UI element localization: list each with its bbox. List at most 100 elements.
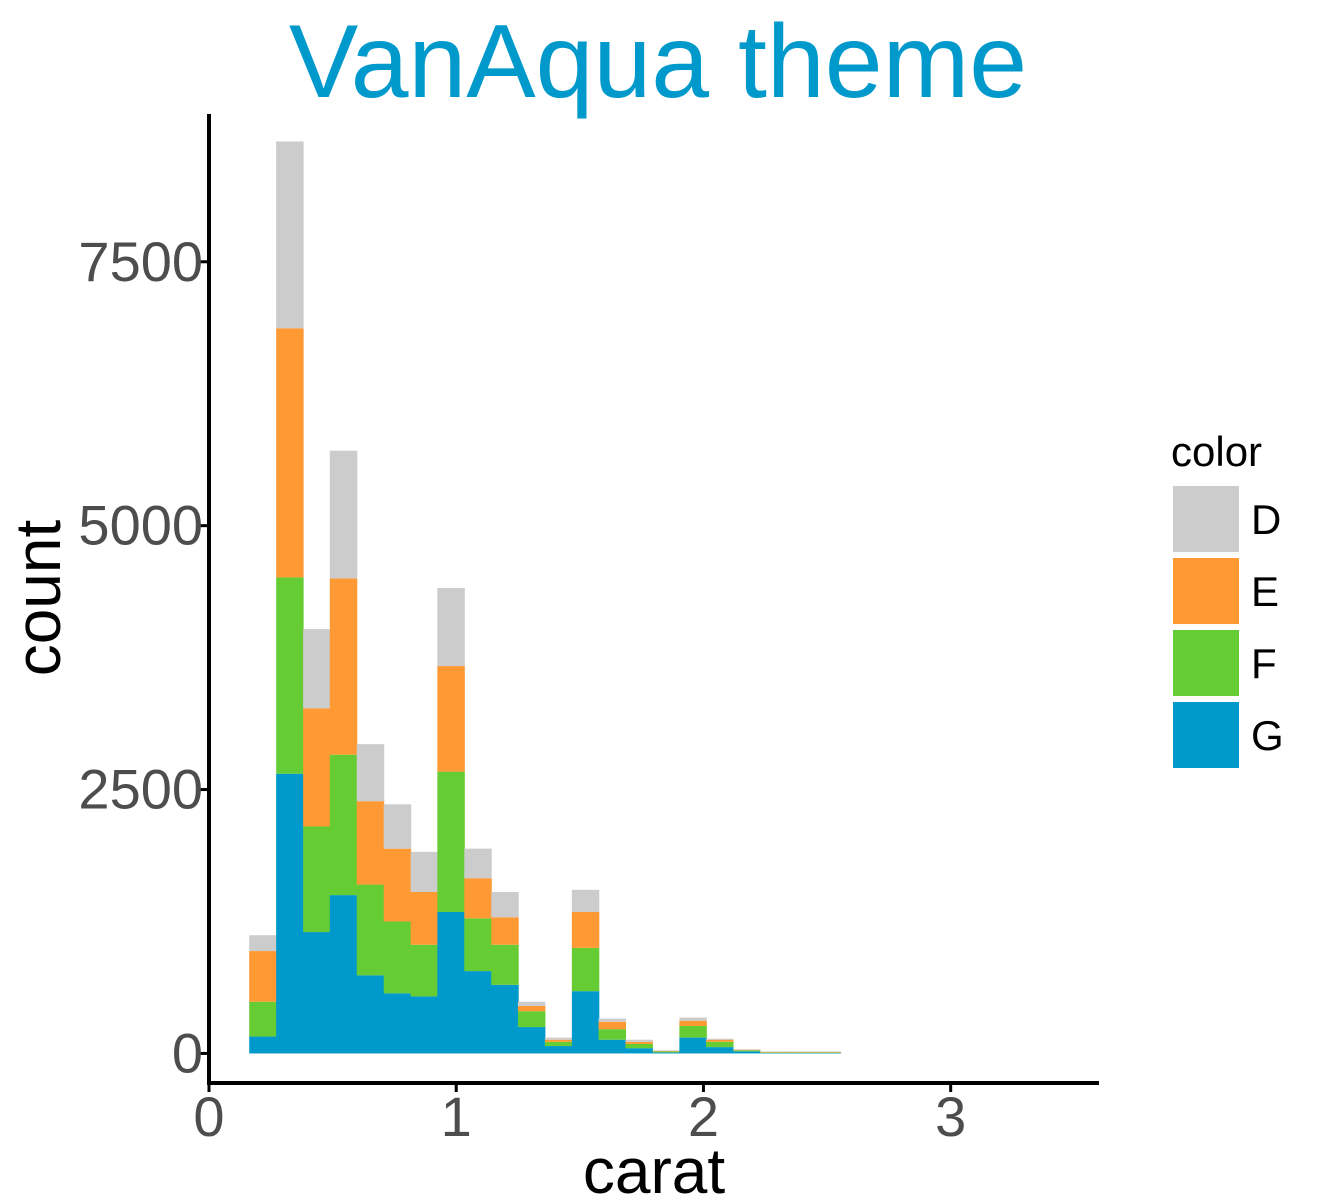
bar-F-3	[329, 754, 358, 896]
bar-G-1	[276, 773, 304, 1054]
bar-E-11	[544, 1039, 573, 1042]
y-axis-label: count	[2, 520, 74, 677]
bar-F-8	[464, 918, 492, 972]
bar-F-10	[517, 1011, 546, 1028]
bar-D-10	[517, 1001, 546, 1006]
x-tick-label: 0	[193, 1085, 224, 1148]
bar-D-4	[356, 744, 385, 802]
bar-E-7	[437, 666, 465, 772]
legend-label-G: G	[1251, 712, 1284, 759]
bar-F-1	[276, 577, 304, 774]
bar-G-16	[679, 1037, 707, 1054]
bar-E-9	[491, 917, 519, 945]
bar-D-1	[276, 141, 304, 329]
chart-title: VanAqua theme	[289, 4, 1027, 120]
bar-D-11	[544, 1037, 573, 1040]
bar-E-20	[786, 1051, 815, 1053]
x-tick-label: 2	[688, 1085, 719, 1148]
bar-G-3	[329, 895, 358, 1054]
bar-G-18	[733, 1051, 761, 1054]
legend-label-E: E	[1251, 568, 1279, 615]
bar-E-1	[276, 328, 304, 578]
bar-G-5	[383, 993, 412, 1054]
y-ticks: 0 2500 5000 7500	[78, 230, 209, 1084]
bar-D-8	[464, 848, 492, 879]
bar-D-3	[329, 450, 358, 579]
bar-D-15	[652, 1050, 680, 1051]
bar-E-15	[652, 1050, 680, 1052]
bar-D-12	[571, 889, 600, 912]
bar-G-15	[652, 1052, 680, 1054]
y-tick-label: 2500	[78, 758, 203, 821]
y-tick-label: 0	[172, 1021, 203, 1084]
legend-swatch-G	[1173, 702, 1239, 768]
bar-D-2	[303, 629, 331, 709]
bar-D-17	[706, 1038, 734, 1040]
legend-label-D: D	[1251, 496, 1281, 543]
bar-E-21	[813, 1051, 842, 1053]
bar-F-14	[625, 1043, 653, 1049]
bar-D-9	[491, 891, 519, 918]
bar-E-4	[356, 801, 385, 885]
bar-D-5	[383, 804, 412, 849]
bar-D-6	[410, 851, 439, 892]
bar-E-16	[679, 1020, 707, 1026]
bar-F-9	[491, 944, 519, 985]
bar-E-12	[571, 912, 600, 948]
legend-label-F: F	[1251, 640, 1277, 687]
y-tick-label: 5000	[78, 494, 203, 557]
bar-G-13	[598, 1039, 627, 1054]
bar-F-16	[679, 1026, 707, 1038]
bar-E-3	[329, 578, 358, 755]
bar-G-20	[786, 1052, 815, 1054]
bar-F-0	[249, 1001, 277, 1037]
bar-E-2	[303, 708, 331, 827]
bar-G-17	[706, 1047, 734, 1054]
bar-F-4	[356, 884, 385, 976]
x-ticks: 0 1 2 3	[193, 1083, 966, 1148]
bar-F-11	[544, 1041, 573, 1047]
legend-swatch-F	[1173, 630, 1239, 696]
bar-E-14	[625, 1041, 653, 1044]
bar-E-18	[733, 1049, 761, 1051]
bar-G-0	[249, 1036, 277, 1054]
bar-F-17	[706, 1041, 734, 1048]
bar-G-2	[303, 932, 331, 1054]
bar-G-9	[491, 984, 519, 1054]
bars	[249, 141, 842, 1054]
x-tick-label: 3	[935, 1085, 966, 1148]
bar-G-4	[356, 975, 385, 1054]
bar-G-6	[410, 996, 439, 1054]
bar-F-7	[437, 771, 465, 912]
bar-D-14	[625, 1039, 653, 1042]
bar-G-14	[625, 1048, 653, 1054]
bar-D-13	[598, 1018, 627, 1022]
bar-D-20	[786, 1051, 815, 1052]
legend-swatch-D	[1173, 486, 1239, 552]
bar-F-21	[813, 1052, 842, 1053]
bar-D-0	[249, 935, 277, 952]
bar-E-8	[464, 878, 492, 919]
bar-G-21	[813, 1052, 842, 1054]
bar-F-18	[733, 1050, 761, 1052]
bar-F-5	[383, 921, 412, 994]
bar-E-0	[249, 951, 277, 1002]
bar-G-10	[517, 1027, 546, 1054]
bar-G-11	[544, 1046, 573, 1054]
bar-G-8	[464, 971, 492, 1054]
bar-F-13	[598, 1029, 627, 1040]
bar-E-19	[759, 1051, 788, 1053]
x-axis-label: carat	[583, 1135, 726, 1200]
legend-swatch-E	[1173, 558, 1239, 624]
bar-G-12	[571, 991, 600, 1054]
bar-F-12	[571, 947, 600, 992]
bar-E-5	[383, 848, 412, 922]
bar-G-7	[437, 912, 465, 1054]
bar-G-19	[759, 1052, 788, 1054]
bar-E-13	[598, 1021, 627, 1030]
bar-F-6	[410, 944, 439, 997]
bar-E-6	[410, 891, 439, 945]
bar-D-18	[733, 1049, 761, 1050]
